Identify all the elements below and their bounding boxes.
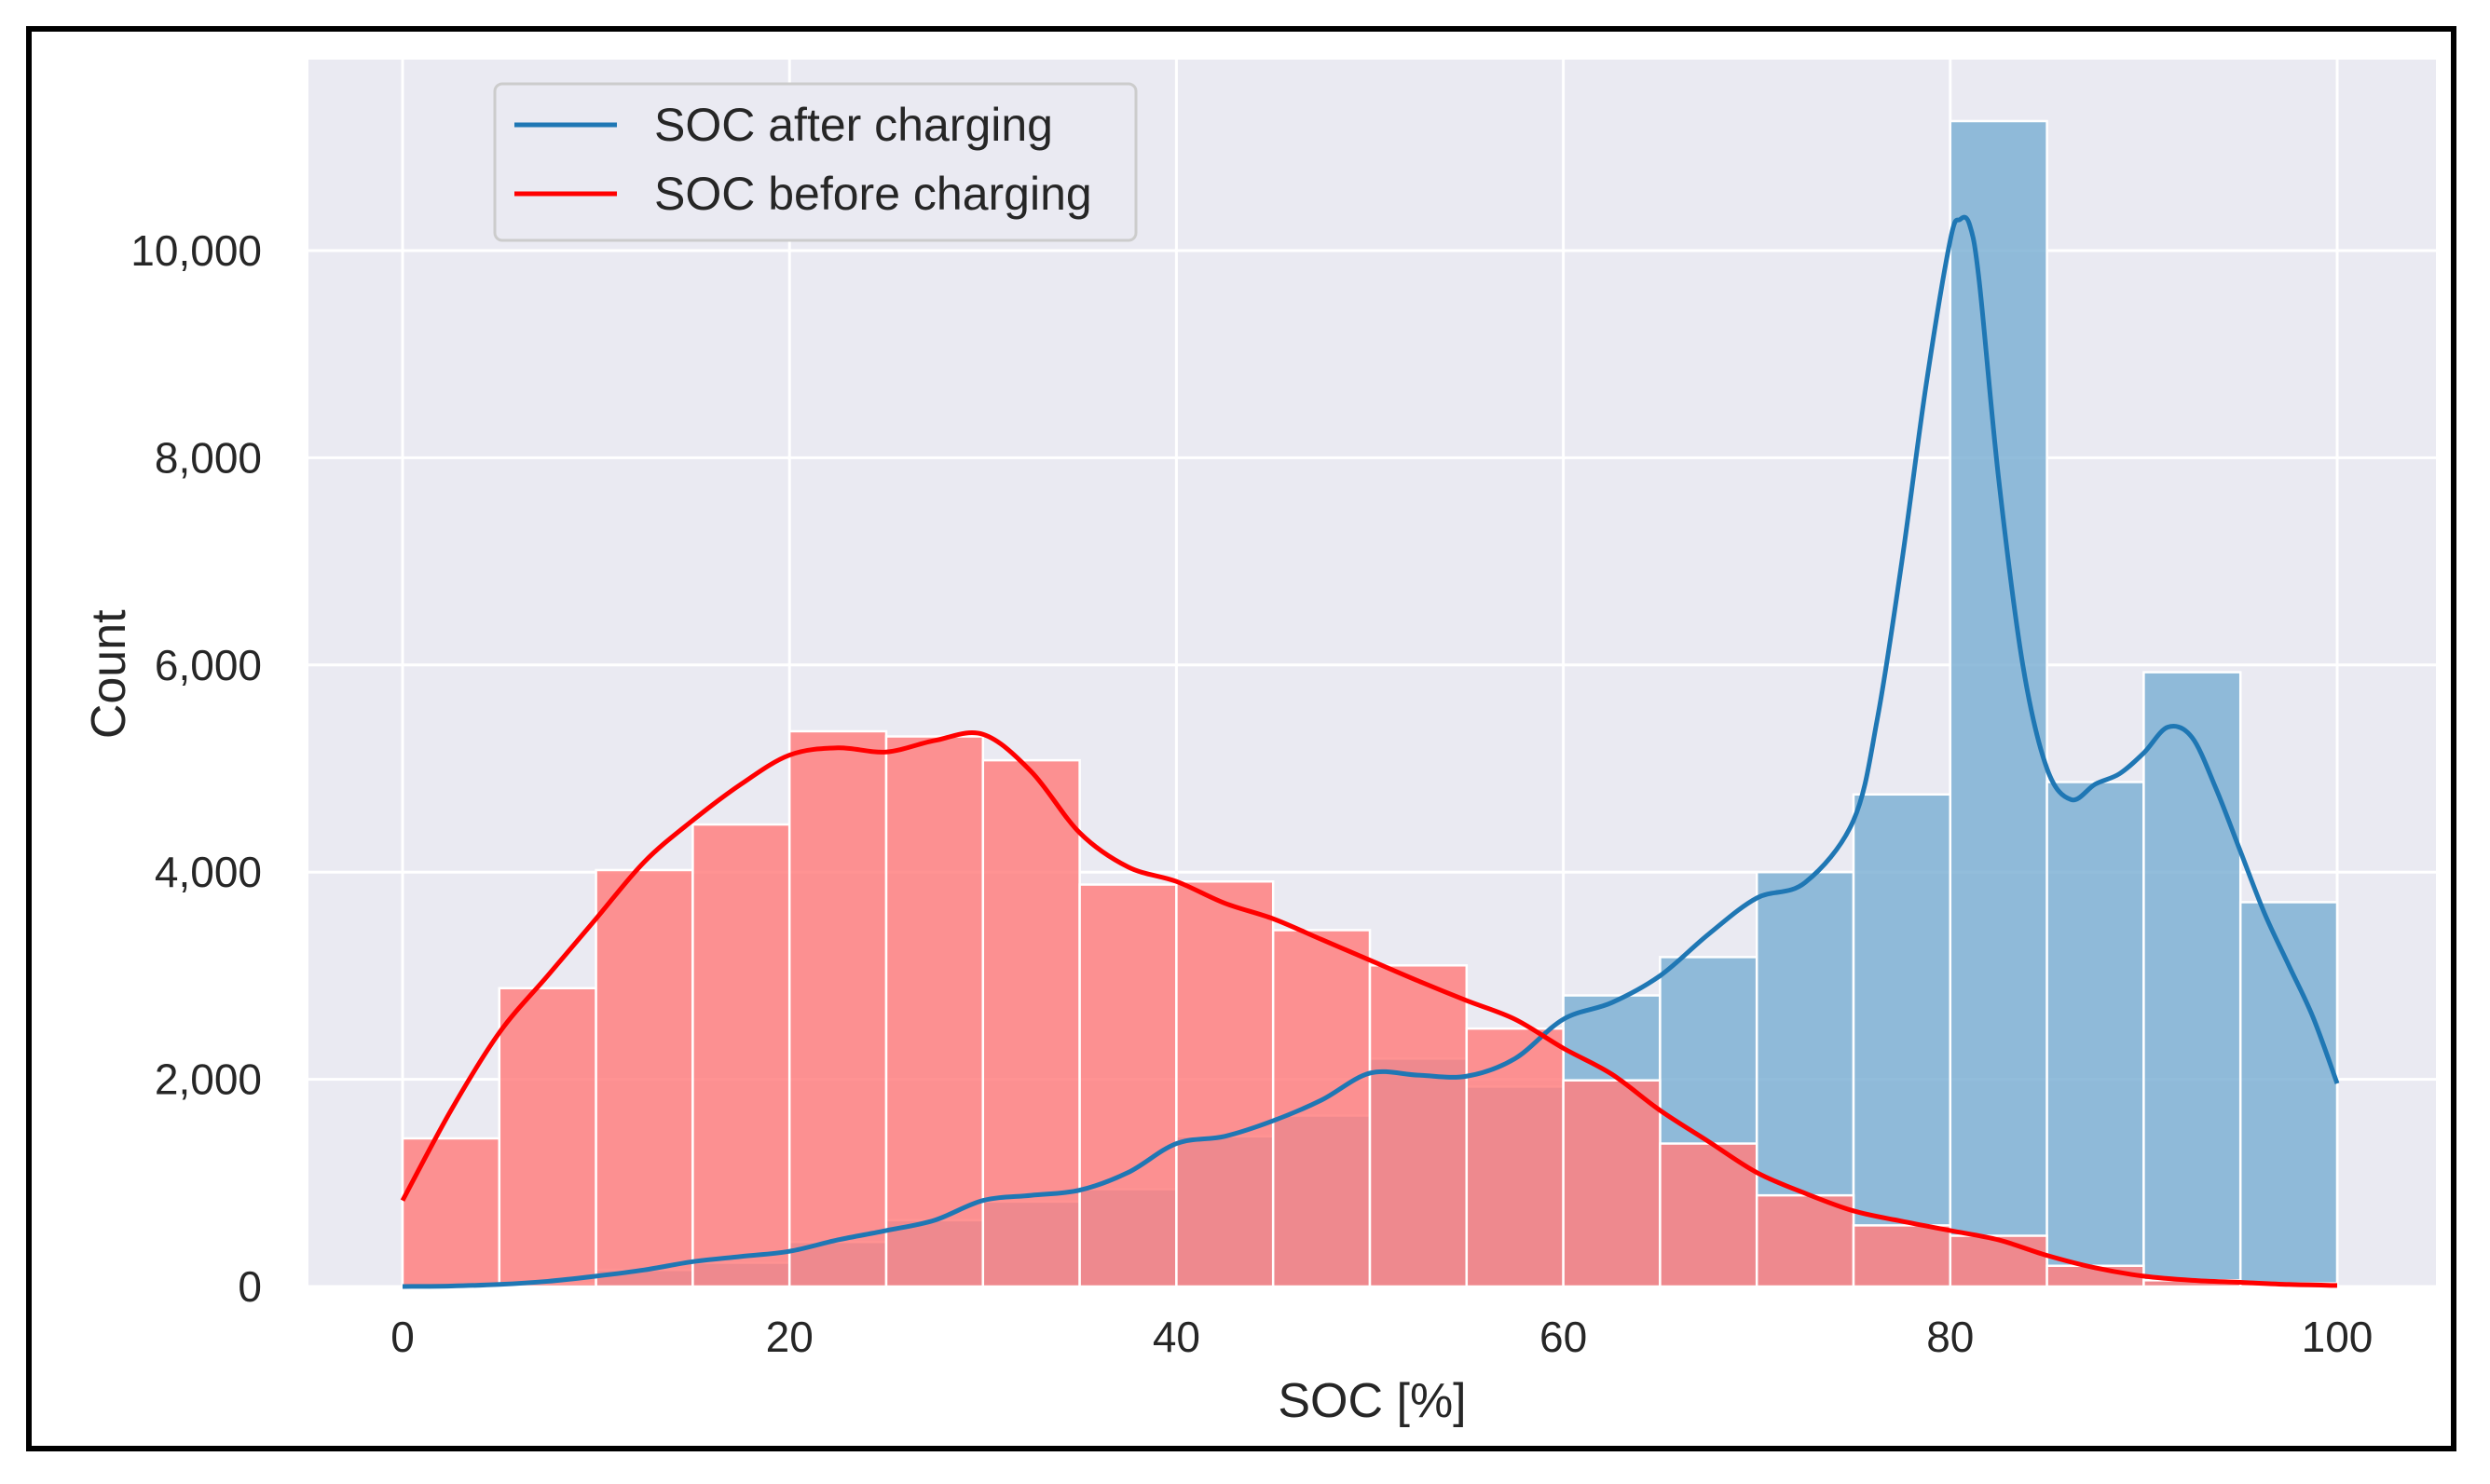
bar-soc-before: [401, 1137, 501, 1288]
bar-soc-before: [1368, 964, 1469, 1288]
bar-soc-after: [2142, 671, 2242, 1288]
y-tick-label: 10,000: [130, 226, 262, 275]
bar-soc-before: [1949, 1234, 2048, 1288]
y-tick-label: 2,000: [155, 1055, 262, 1104]
x-tick-label: 40: [1153, 1313, 1200, 1361]
bar-soc-before: [1755, 1193, 1855, 1288]
y-axis-label: Count: [82, 609, 136, 739]
bar-soc-before: [1175, 879, 1275, 1288]
legend: SOC after charging SOC before charging: [493, 82, 1138, 242]
legend-label-soc-after: SOC after charging: [654, 99, 1053, 151]
y-tick-label: 4,000: [155, 848, 262, 896]
y-tick-label: 6,000: [155, 641, 262, 689]
kde-line-soc-before: [400, 730, 2338, 1288]
kde-line-soc-after: [402, 214, 2340, 1289]
legend-label-soc-before: SOC before charging: [654, 168, 1092, 220]
bar-soc-before: [1078, 883, 1178, 1288]
bar-soc-before: [787, 729, 888, 1288]
x-axis-label: SOC [%]: [1278, 1374, 1466, 1428]
bars-layer: [401, 119, 2339, 1288]
x-tick-label: 0: [390, 1313, 415, 1361]
bar-soc-after: [1949, 119, 2048, 1288]
bar-soc-before: [981, 758, 1081, 1288]
legend-box: [493, 82, 1138, 242]
bar-soc-after: [2238, 901, 2339, 1288]
bar-soc-after: [2045, 781, 2145, 1288]
kde-lines-layer: [400, 214, 2340, 1289]
bar-soc-before: [595, 868, 694, 1288]
bar-soc-before: [1852, 1224, 1952, 1288]
bar-soc-before: [884, 735, 985, 1288]
x-tick-label: 100: [2302, 1313, 2374, 1361]
y-tick-label: 8,000: [155, 433, 262, 482]
bar-soc-before: [1465, 1027, 1565, 1288]
y-tick-label: 0: [238, 1262, 262, 1311]
bar-soc-before: [1562, 1079, 1662, 1288]
x-tick-label: 20: [766, 1313, 814, 1361]
bar-soc-before: [1271, 929, 1372, 1288]
figure-frame: 0 20 40 60 80 100 0 2,000 4,000 6,000 8,000 10,000 …: [26, 26, 2456, 1451]
bar-soc-before: [691, 823, 791, 1288]
x-tick-label: 60: [1539, 1313, 1587, 1361]
bar-soc-before: [498, 987, 597, 1288]
histogram-chart: 0 20 40 60 80 10002,0004,0006,0008,00010,000 …: [82, 60, 2436, 1428]
tick-labels: 0 20 40 60 80 100 0 2,000 4,000 6,000 8,000 10,000: [130, 226, 2373, 1361]
x-tick-label: 80: [1926, 1313, 1974, 1361]
bar-soc-before: [1659, 1142, 1758, 1288]
